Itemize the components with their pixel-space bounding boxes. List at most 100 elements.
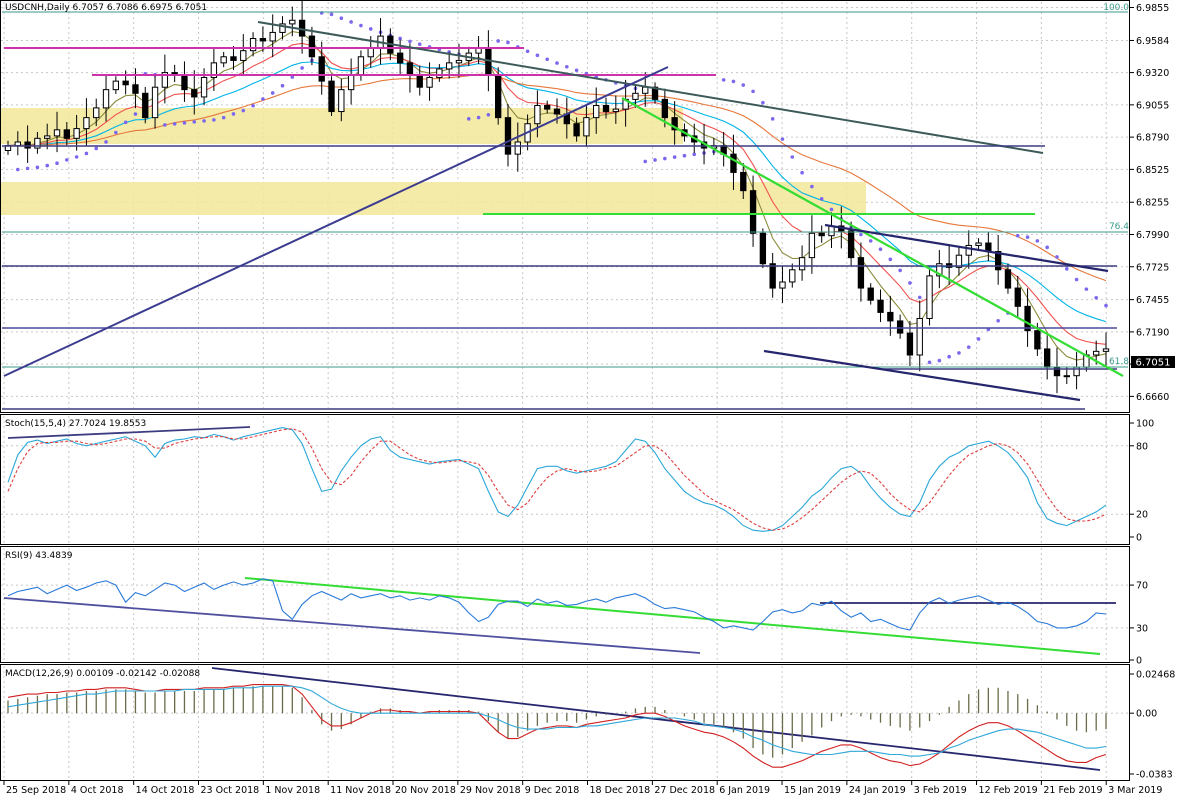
psar-dot: [55, 161, 59, 166]
psar-dot: [349, 20, 353, 24]
rsi-series-line: [7, 578, 1107, 631]
candle-body: [612, 108, 619, 113]
psar-dot: [565, 64, 569, 69]
rsi-axis: 70 30 0: [1129, 581, 1148, 667]
axis-tick-label: 0.02468: [1136, 670, 1175, 681]
stoch-panel-frame: [0, 414, 1130, 545]
candle-body: [867, 287, 874, 301]
psar-dot: [966, 345, 971, 349]
candle-body: [347, 74, 355, 91]
axis-tick-label: 0: [1136, 533, 1142, 544]
psar-dot: [721, 78, 726, 82]
psar-dot: [74, 155, 79, 159]
candle-body: [495, 74, 502, 119]
price-tick-label: 6.7990: [1136, 230, 1169, 241]
psar-dot: [927, 360, 932, 365]
candle-body: [122, 80, 129, 86]
candle-body: [779, 281, 786, 289]
psar-dot: [741, 83, 746, 87]
psar-dot: [663, 156, 667, 161]
time-tick-label: 14 Oct 2018: [136, 785, 195, 796]
psar-dot: [1045, 245, 1049, 250]
time-tick-label: 20 Nov 2018: [395, 785, 456, 796]
psar-dot: [976, 337, 981, 341]
price-panel-title: USDCNH,Daily 6.7057 6.7086 6.6975 6.7051: [5, 3, 207, 13]
channel-lower-line[interactable]: [763, 349, 1081, 402]
psar-dot: [957, 351, 961, 355]
candle-body: [896, 320, 904, 334]
psar-dot: [280, 83, 285, 88]
psar-dot: [1035, 239, 1040, 243]
psar-dot: [486, 112, 491, 117]
macd-navy-trendline[interactable]: [211, 667, 1101, 771]
axis-tick-label: 0.00: [1136, 709, 1157, 720]
psar-dot: [261, 97, 265, 101]
candle-body: [191, 89, 198, 98]
candle-body: [965, 244, 972, 256]
candle-body: [328, 80, 335, 113]
psar-dot: [810, 184, 814, 189]
psar-dot: [643, 159, 648, 164]
rsi-green-trendline[interactable]: [244, 577, 1101, 655]
psar-dot: [466, 117, 471, 121]
psar-dot: [770, 117, 775, 121]
psar-dot: [251, 103, 255, 108]
psar-dot: [898, 268, 902, 273]
psar-dot: [231, 112, 236, 116]
price-tick-label: 6.9855: [1136, 3, 1169, 14]
psar-dot: [506, 40, 510, 45]
psar-dot: [996, 318, 1000, 323]
green-descending-trendline[interactable]: [621, 97, 1124, 377]
candle-body: [269, 31, 276, 42]
candle-body: [24, 141, 31, 149]
candle-body: [1063, 375, 1070, 378]
price-tick-label: 6.9320: [1136, 68, 1169, 79]
time-tick-label: 27 Dec 2018: [654, 785, 715, 796]
psar-dot: [212, 118, 216, 122]
psar-dot: [751, 89, 755, 94]
psar-dot: [221, 115, 226, 120]
psar-dot: [25, 166, 30, 171]
psar-dot: [1015, 233, 1020, 238]
candle-body: [818, 232, 825, 237]
time-tick-label: 23 Oct 2018: [201, 785, 260, 796]
rsi-layer: [3, 577, 1116, 655]
psar-dot: [417, 42, 422, 47]
axis-tick-label: 80: [1136, 441, 1148, 452]
channel-upper-line[interactable]: [824, 223, 1109, 273]
candle-body: [93, 107, 100, 119]
rsi-navy-trendline[interactable]: [3, 597, 701, 654]
psar-dot: [290, 75, 295, 79]
candle-body: [406, 62, 414, 76]
psar-dot: [16, 167, 20, 172]
time-tick-label: 4 Oct 2018: [71, 785, 124, 796]
psar-dot: [800, 170, 804, 175]
stoch-layer: [7, 426, 1107, 532]
psar-dot: [35, 165, 40, 170]
candle-body: [318, 56, 325, 82]
fib-label-61: 61.8: [1109, 357, 1129, 367]
candle-body: [338, 89, 345, 113]
psar-dot: [731, 79, 736, 84]
candle-body: [102, 89, 110, 109]
psar-dot: [545, 57, 549, 62]
candle-body: [887, 311, 894, 322]
candle-body: [14, 141, 21, 147]
dark-descending-trendline[interactable]: [257, 21, 1044, 154]
psar-dot: [829, 207, 834, 212]
price-tick-label: 6.7455: [1136, 295, 1169, 306]
candle-body: [416, 74, 423, 88]
candle-body: [230, 56, 237, 61]
stoch-upper-trendline[interactable]: [7, 426, 251, 439]
psar-dot: [123, 120, 128, 125]
psar-dot: [368, 27, 373, 31]
ascending-blue-trendline[interactable]: [3, 66, 669, 377]
psar-dot: [868, 239, 873, 243]
candle-body: [396, 52, 404, 64]
candle-body: [289, 19, 296, 25]
candle-body: [44, 135, 51, 139]
psar-dot: [682, 153, 687, 158]
candle-body: [642, 86, 649, 94]
